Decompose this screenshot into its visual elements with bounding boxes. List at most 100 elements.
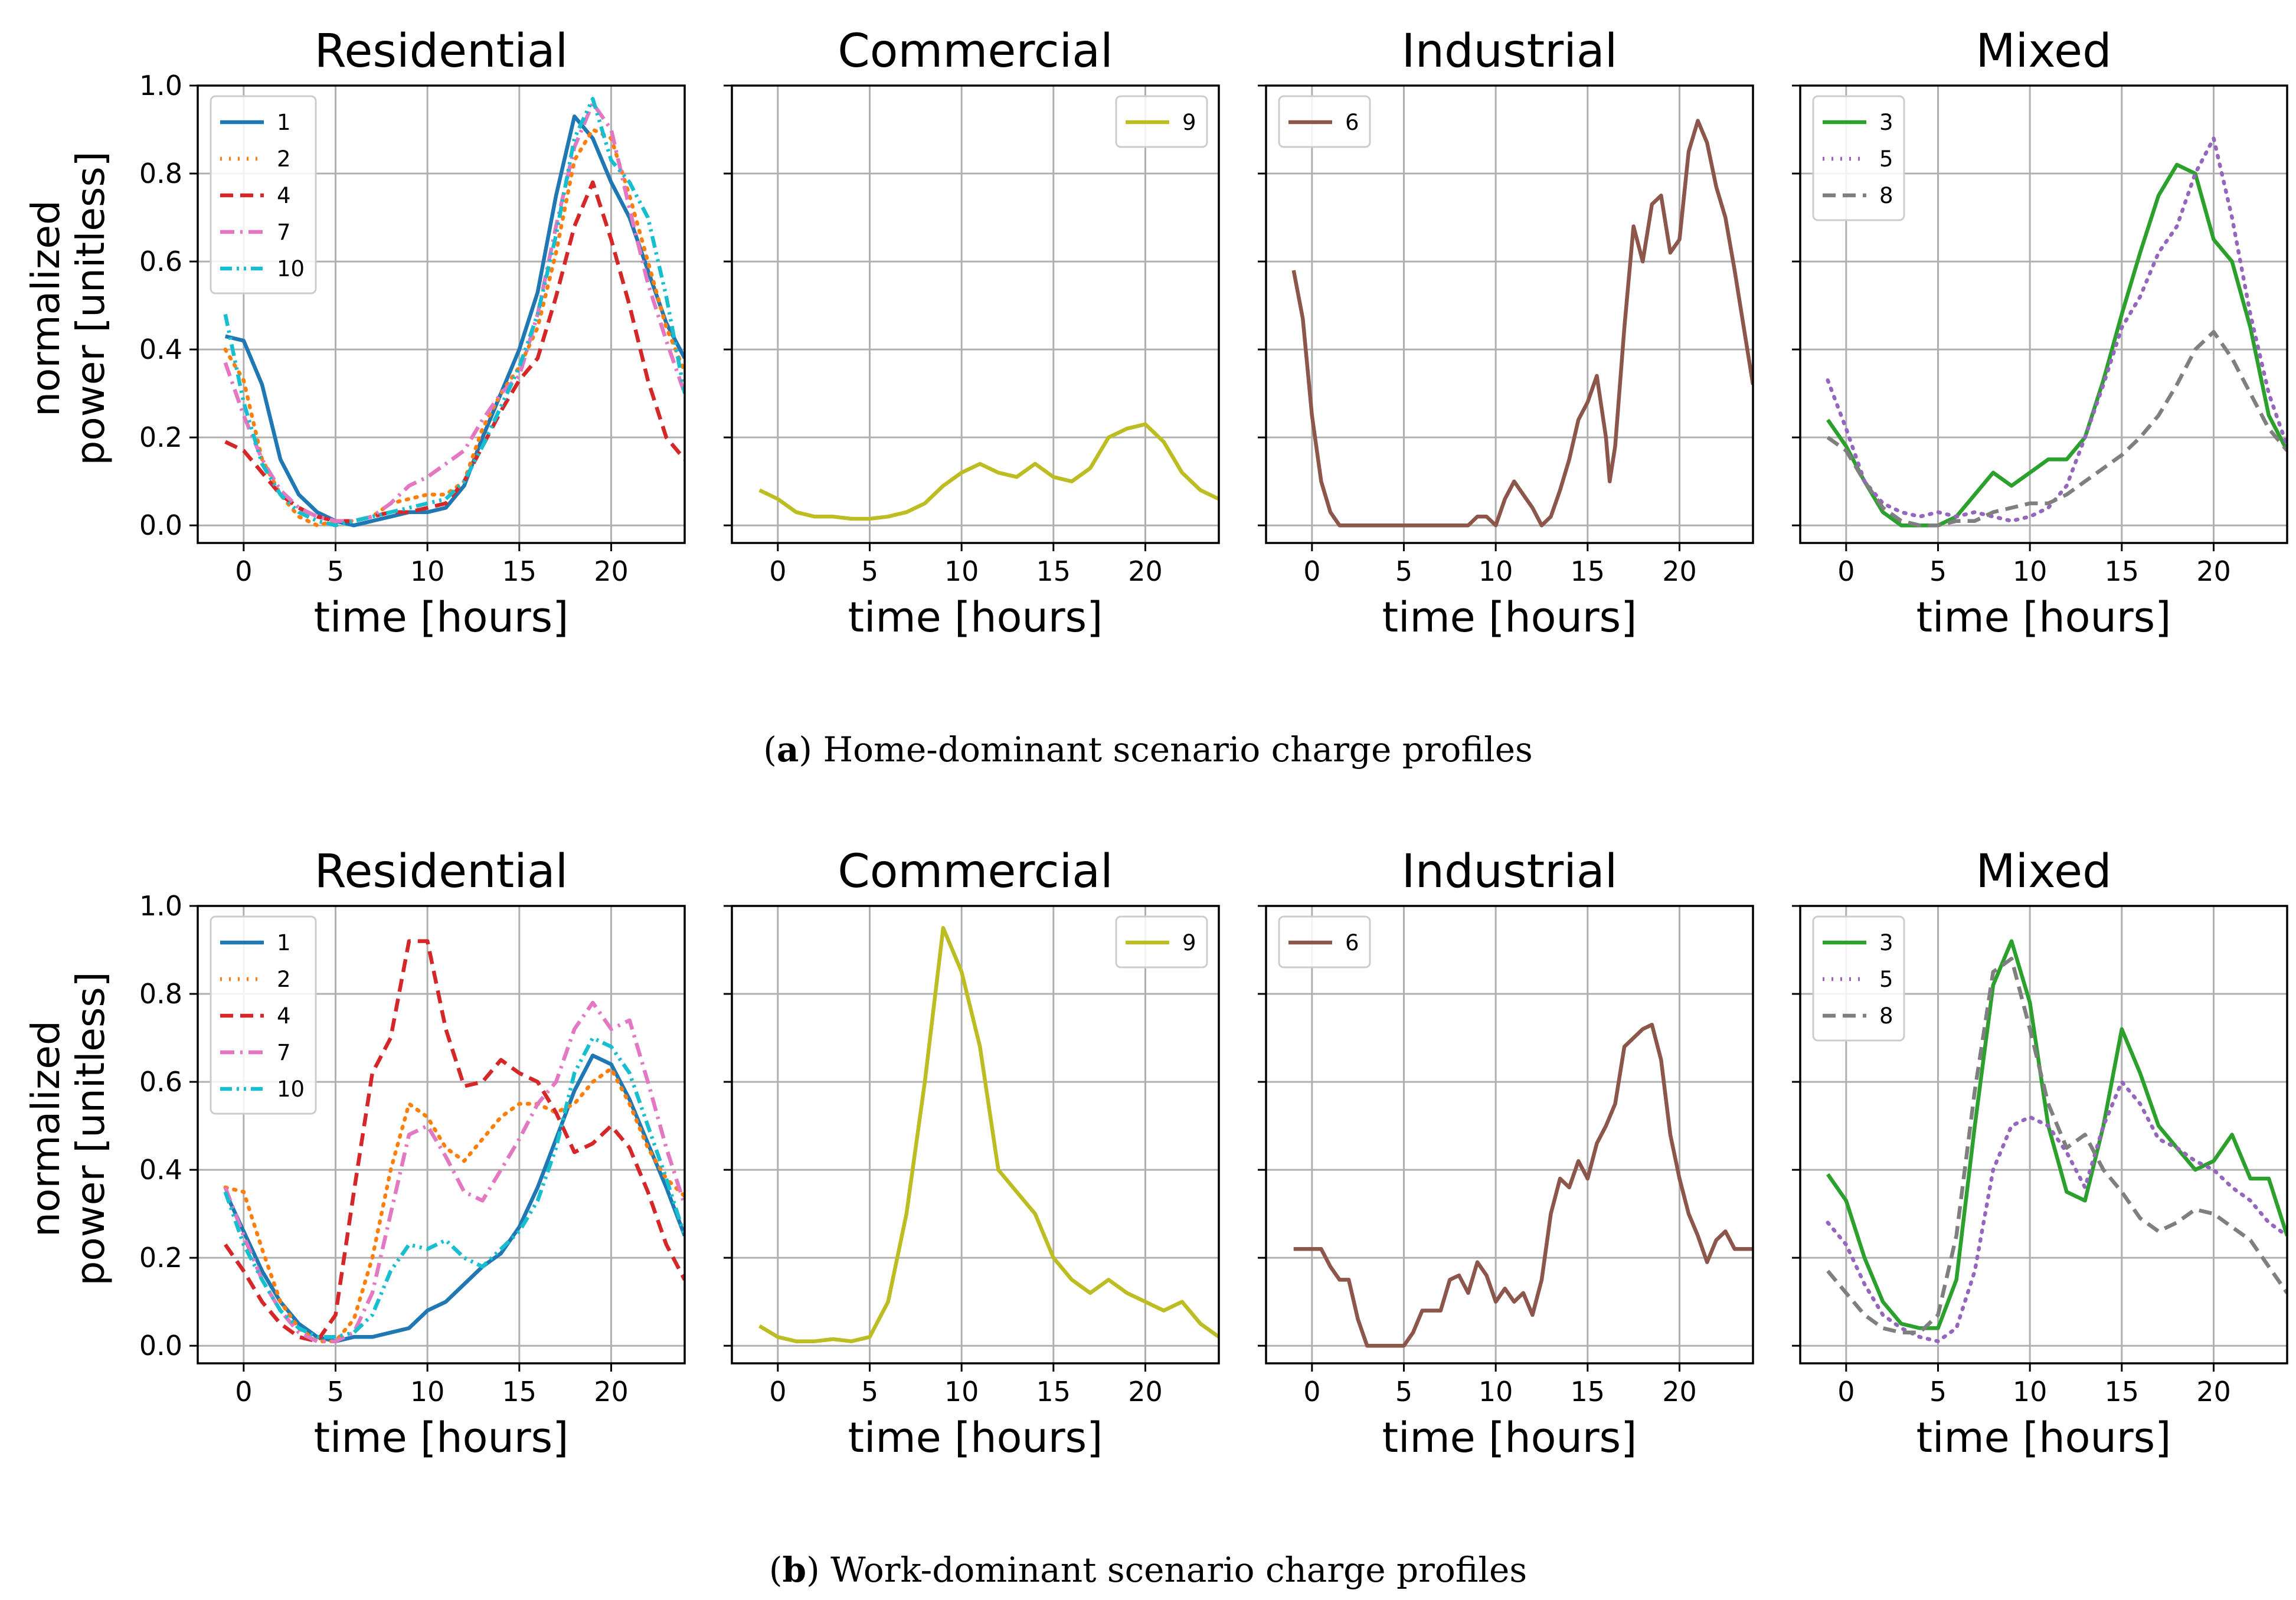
panel-title: Commercial: [838, 25, 1113, 78]
x-tick-label: 15: [1571, 1376, 1605, 1408]
panel-title: Commercial: [838, 845, 1113, 898]
series-line-6: [1291, 119, 1753, 528]
y-tick-label: 0.6: [139, 1066, 182, 1098]
series-group: [1291, 119, 1753, 528]
x-tick-label: 0: [1303, 555, 1320, 587]
x-tick-label: 10: [944, 1376, 979, 1408]
y-tick-label: 0.4: [139, 333, 182, 365]
x-tick-label: 0: [235, 555, 252, 587]
x-tick-label: 5: [1929, 555, 1947, 587]
axes-frame: [1799, 84, 2288, 544]
caption-paren: (: [763, 729, 777, 770]
x-tick-label: 10: [2013, 1376, 2048, 1408]
y-tick-label: 1.0: [139, 890, 182, 922]
legend-label: 4: [277, 183, 291, 208]
caption-text: ) Home-dominant scenario charge profiles: [799, 729, 1532, 770]
figure-b: 0 5 10 15 200.00.20.40.60.81.0Residentialtim…: [23, 845, 2288, 1590]
series-line-6: [1293, 1022, 1753, 1348]
legend: 9: [1115, 95, 1208, 148]
y-axis-label-line2: power [unitless]: [68, 971, 113, 1285]
caption-letter: b: [783, 1550, 807, 1590]
series-line-9: [758, 422, 1219, 521]
x-tick-label: 15: [2105, 1376, 2140, 1408]
panel-residential: 0 5 10 15 20 0.0 0.2 0.4 0.6 0.8 1.0 Residential tim…: [23, 25, 686, 642]
y-tick-label: 1.0: [139, 70, 182, 102]
legend: 3 5 8: [1812, 95, 1905, 221]
x-axis-label: time [hours]: [1916, 1414, 2171, 1462]
x-tick-label: 10: [1479, 555, 1513, 587]
caption-paren: (: [769, 1550, 783, 1590]
legend-label: 3: [1879, 110, 1893, 135]
y-tick-label: 0.0: [139, 509, 182, 541]
x-tick-label: 15: [2105, 555, 2140, 587]
y-tick-label: 0.4: [139, 1154, 182, 1186]
series-group: [1826, 939, 2287, 1343]
series-group: [758, 422, 1219, 521]
y-tick-label: 0.0: [139, 1330, 182, 1362]
legend-label: 4: [277, 1003, 291, 1029]
x-tick-label: 5: [327, 555, 344, 587]
x-tick-label: 20: [1128, 555, 1163, 587]
legend: 3 5 8: [1812, 915, 1905, 1042]
legend: 1 2 4 7 10: [210, 915, 317, 1115]
series-line-7: [223, 1000, 685, 1343]
axes-frame: [1799, 905, 2288, 1365]
series-line-2: [223, 127, 685, 528]
x-tick-label: 10: [2013, 555, 2048, 587]
x-axis-label: time [hours]: [1382, 593, 1637, 642]
panel-title: Mixed: [1976, 25, 2111, 78]
legend-label: 3: [1879, 930, 1893, 956]
grid: [732, 84, 1219, 543]
legend-label: 2: [277, 967, 291, 992]
x-axis-label: time [hours]: [314, 593, 569, 642]
legend-label: 10: [277, 1077, 305, 1102]
series-line-9: [758, 926, 1219, 1343]
x-tick-label: 15: [1571, 555, 1605, 587]
legend-label: 5: [1879, 967, 1893, 992]
legend-label: 5: [1879, 146, 1893, 172]
x-tick-label: 5: [327, 1376, 344, 1408]
x-tick-label: 5: [1395, 1376, 1412, 1408]
panel-title: Residential: [315, 25, 568, 78]
legend-label: 9: [1182, 110, 1196, 135]
series-group: [1293, 1022, 1753, 1348]
legend: 6: [1278, 915, 1371, 968]
x-tick-label: 0: [235, 1376, 252, 1408]
caption-text: ) Work-dominant scenario charge profiles: [806, 1550, 1527, 1590]
series-line-7: [223, 101, 685, 523]
x-tick-label: 15: [1036, 1376, 1071, 1408]
legend: 9: [1115, 915, 1208, 968]
panel-mixed: 0 5 10 15 20 Mixed time [hours] 3 5 8: [1792, 845, 2288, 1462]
x-tick-label: 10: [944, 555, 979, 587]
series-line-1: [223, 1053, 685, 1343]
panel-title: Industrial: [1402, 25, 1618, 78]
x-axis-label: time [hours]: [848, 593, 1103, 642]
y-tick-label: 0.8: [139, 978, 182, 1010]
x-axis-label: time [hours]: [1382, 1414, 1637, 1462]
x-tick-label: 20: [2196, 1376, 2231, 1408]
x-tick-label: 0: [1837, 1376, 1855, 1408]
axes-frame: [197, 84, 686, 544]
x-axis-label: time [hours]: [848, 1414, 1103, 1462]
series-group: [223, 939, 685, 1343]
panel-title: Residential: [315, 845, 568, 898]
x-tick-label: 0: [769, 555, 786, 587]
series-group: [758, 926, 1219, 1343]
y-axis-label: normalized power [unitless]: [23, 151, 113, 465]
legend-label: 7: [277, 1040, 291, 1065]
grid: [1266, 84, 1753, 543]
panel-residential: 0 5 10 15 20 0.0 0.2 0.4 0.6 0.8 1.0 Residential tim…: [23, 845, 686, 1462]
y-axis-label-line1: normalized: [23, 1020, 68, 1237]
legend: 1 2 4 7 10: [210, 95, 317, 295]
axes-frame: [1265, 905, 1754, 1365]
series-group: [223, 97, 685, 528]
axes-frame: [197, 905, 686, 1365]
x-axis-label: time [hours]: [1916, 593, 2171, 642]
x-tick-label: 0: [769, 1376, 786, 1408]
y-axis-label-line2: power [unitless]: [68, 151, 113, 465]
panel-commercial: 0 5 10 15 20 Commercial time [hours] 9: [724, 845, 1220, 1462]
x-tick-label: 0: [1303, 1376, 1320, 1408]
series-line-5: [1826, 136, 2287, 523]
panel-title: Industrial: [1402, 845, 1618, 898]
